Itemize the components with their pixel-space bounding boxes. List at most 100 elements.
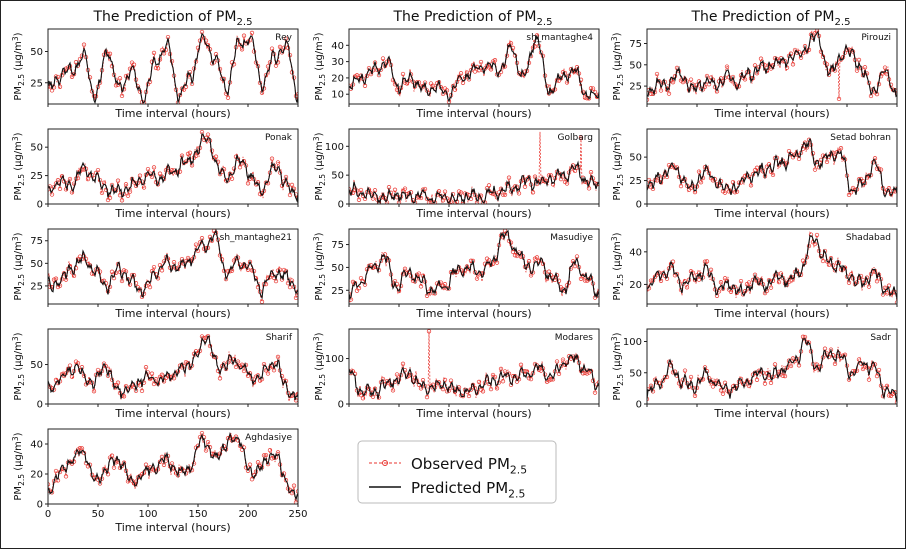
observed-point [49,192,55,197]
panel-golbarg: 0 50 100 Golbarg Time interval (hours) PM2.5 … [312,128,600,220]
observed-point [720,391,726,396]
y-tick-label: 25 [629,176,642,187]
legend-observed-label: Observed PM2.5 [411,455,527,477]
observed-point [53,468,59,474]
observed-point [289,490,295,496]
observed-series [48,335,298,402]
observed-point [295,195,298,200]
predicted-series [48,32,298,104]
observed-point [153,65,159,71]
observed-point [768,380,774,386]
observed-point [648,278,654,283]
axes-frame [47,128,299,205]
y-tick-label: 50 [629,368,642,379]
observed-point [205,439,211,445]
station-label: Pirouzi [861,33,891,43]
observed-point [67,176,73,182]
predicted-series [48,335,298,401]
observed-point [778,271,784,276]
station-label: Aghdasiye [245,433,292,443]
observed-point [596,92,599,97]
observed-point [354,73,360,78]
observed-point [560,357,566,362]
observed-point [247,462,253,467]
y-tick-label: 50 [30,143,43,154]
observed-point [400,71,406,77]
plot-area [48,333,298,403]
y-tick-label: 50 [30,259,43,270]
observed-point [151,50,157,56]
panel-sharif: 0 50 Sharif Time interval (hours) PM2.5 (μg/… [11,328,299,420]
observed-point [249,477,255,482]
observed-point [79,446,85,451]
observed-series [349,33,599,103]
x-axis-label: Time interval (hours) [114,407,230,420]
x-axis-label: Time interval (hours) [713,407,829,420]
observed-point [696,169,702,174]
observed-point [728,289,734,294]
observed-point [85,176,91,182]
observed-point [145,166,151,172]
y-axis-label: PM2.5 (μg/m3) [610,332,625,400]
plot-area [647,29,897,102]
observed-point [362,390,368,396]
observed-point [217,376,223,381]
legend-box [357,440,557,504]
observed-point [662,375,668,380]
y-tick-label: 75 [30,236,43,247]
observed-point [394,372,400,377]
observed-point [878,167,884,172]
predicted-series [48,133,298,203]
observed-point [720,286,726,291]
y-tick-label: 50 [629,153,642,164]
observed-point [275,450,281,455]
station-label: Masudiye [550,233,593,243]
observed-point [402,186,408,191]
observed-point [390,388,396,393]
observed-point [418,195,424,201]
observed-series [647,335,897,403]
observed-point [269,46,275,51]
observed-point [780,373,786,379]
observed-point [512,253,518,258]
y-axis-label: PM2.5 (μg/m3) [11,332,26,400]
x-axis-label: Time interval (hours) [415,207,531,220]
observed-point [742,77,748,82]
observed-point [241,368,247,374]
observed-point [758,56,764,61]
observed-point [91,389,97,394]
observed-point [269,156,275,161]
observed-point [420,84,426,89]
x-tick-label: 0 [45,509,51,520]
observed-point [358,275,364,281]
observed-point [69,74,75,79]
y-tick-label: 0 [338,200,344,211]
y-axis-label: PM2.5 (μg/m3) [312,332,327,400]
observed-point [275,354,281,360]
observed-point [249,268,255,273]
observed-point [255,460,261,465]
observed-point [480,389,486,394]
observed-point [886,283,892,288]
observed-point [171,260,177,265]
observed-point [546,378,552,383]
observed-point [754,165,760,170]
observed-point [141,100,147,104]
observed-point [155,182,161,187]
legend-observed-marker [382,460,388,466]
observed-point [115,178,121,183]
observed-point [832,361,838,367]
station-label: Setad bohran [830,133,891,143]
observed-point [682,368,688,373]
station-label: Rey [275,33,292,43]
observed-point [249,30,255,36]
observed-point [458,190,464,195]
observed-point [494,386,500,391]
observed-series [647,138,897,198]
observed-point [436,380,442,385]
observed-point [400,361,406,366]
y-tick-label: 100 [623,337,642,348]
observed-point [205,132,211,137]
y-tick-label: 25 [30,281,43,292]
